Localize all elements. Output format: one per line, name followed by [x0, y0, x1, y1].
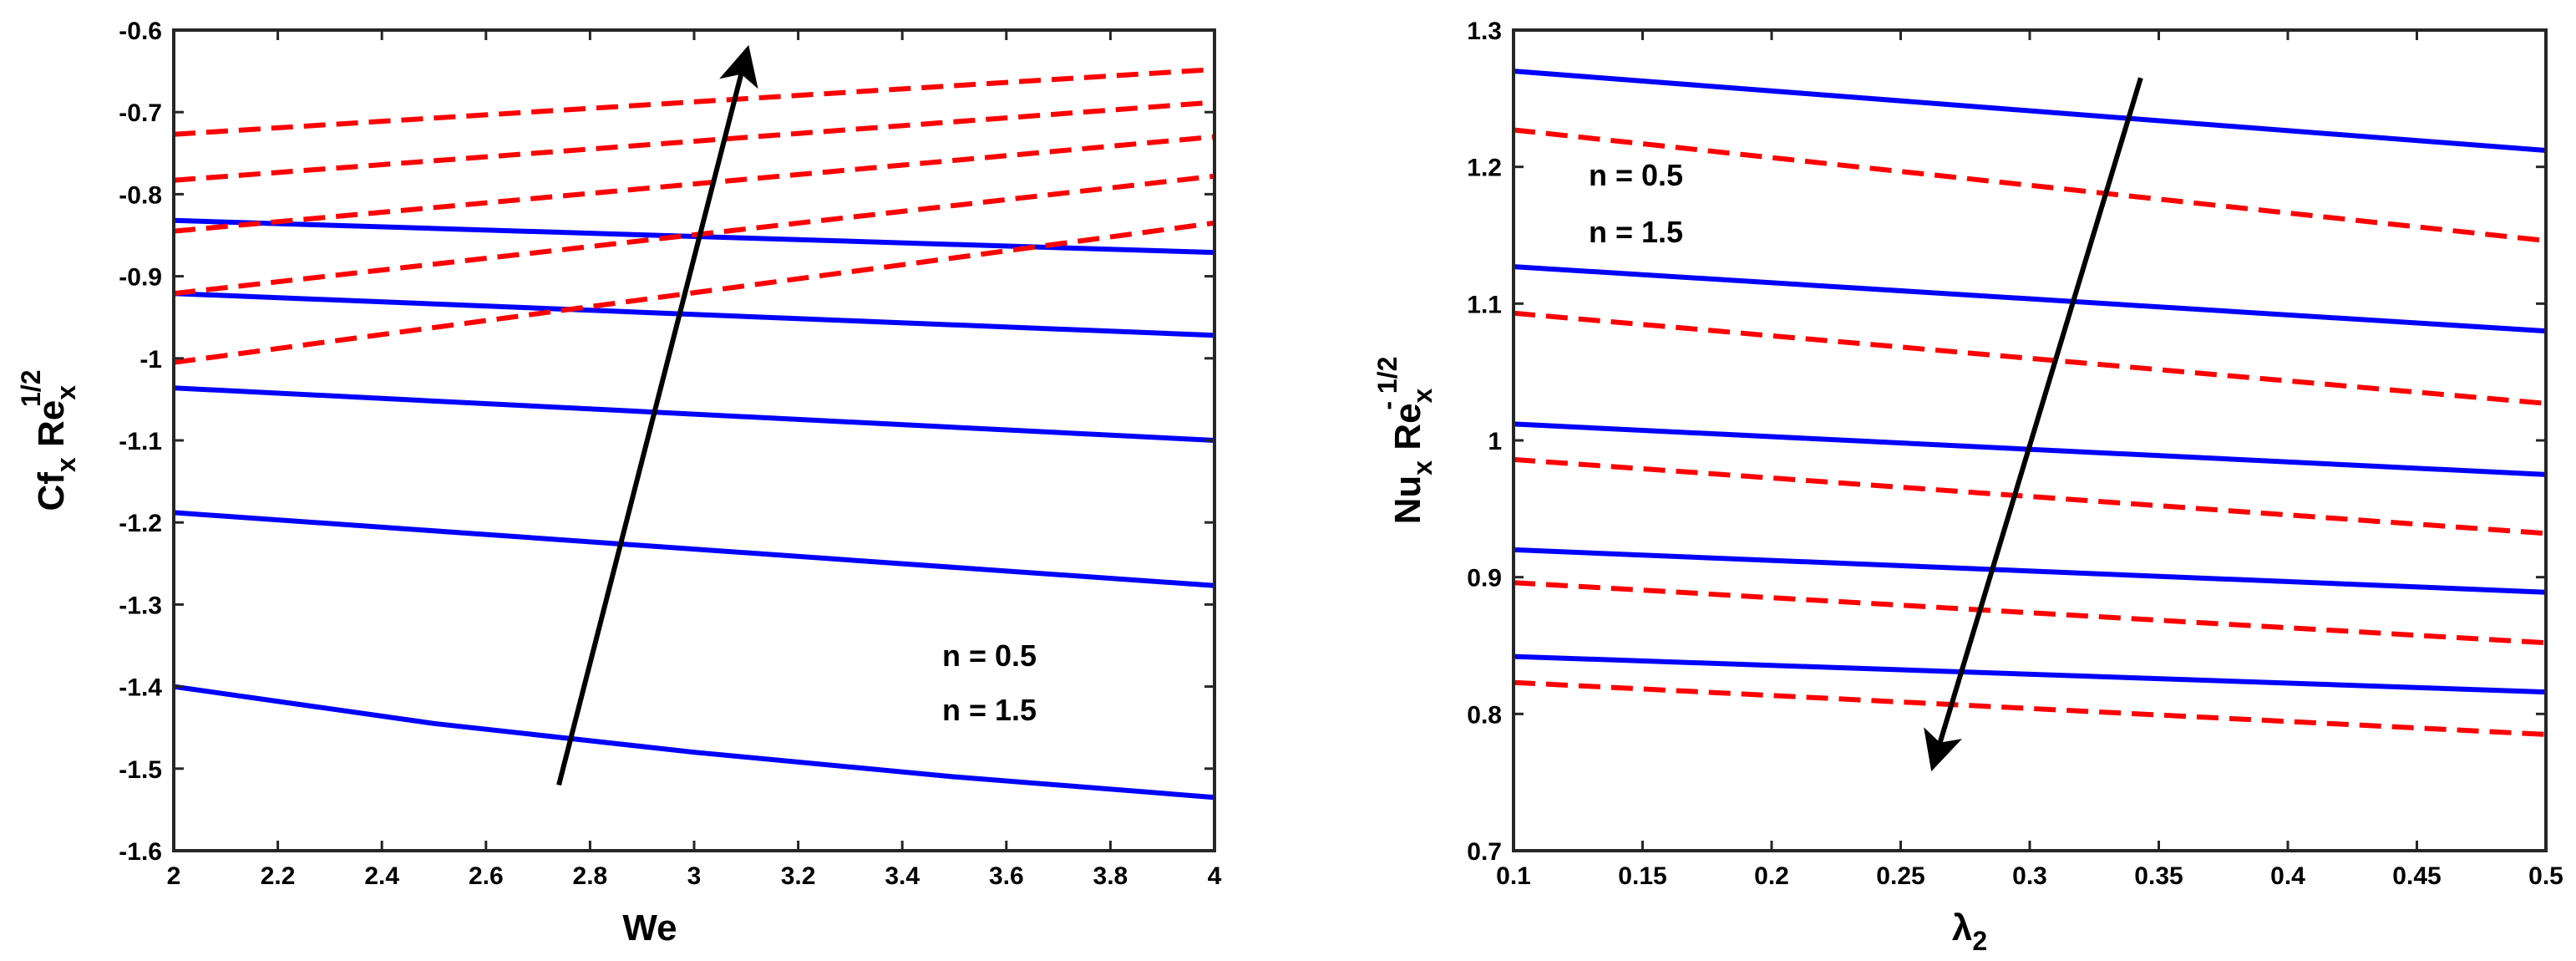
right-trend-arrow: [1924, 77, 2143, 772]
right-y-tick-label: 0.7: [1467, 838, 1502, 866]
left-x-tick-label: 3.6: [989, 862, 1024, 890]
right-x-label-sub: 2: [1972, 926, 1987, 956]
right-y-tick-label: 1: [1488, 428, 1502, 455]
left-series-line-7: [173, 173, 1215, 297]
svg-text:Cfx Rex1/2: Cfx Rex1/2: [16, 370, 81, 511]
left-series-line-6: [173, 220, 1215, 365]
left-x-tick-label: 2.2: [261, 862, 296, 890]
left-y-tick-label: -1.6: [119, 838, 162, 866]
left-y-tick-label: -0.7: [119, 99, 162, 127]
right-series-line-6: [1513, 127, 2547, 243]
right-y-label-sub: x: [1407, 460, 1438, 475]
left-y-label-base: Cf: [31, 472, 72, 511]
left-x-tick-label: 2: [167, 862, 181, 890]
left-y-tick-label: -0.9: [119, 264, 162, 292]
right-plot-frame: [1512, 28, 2548, 852]
left-y-tick-label: -1.4: [119, 674, 162, 702]
left-y-tick-label: -0.8: [119, 181, 162, 209]
left-x-tick-label: 2.6: [469, 862, 504, 890]
left-series-line-1: [173, 684, 1215, 801]
left-y-label-sub: x: [51, 457, 81, 472]
right-y-tick-label: 1.3: [1467, 18, 1502, 45]
left-axes-ticks: 2 2.2 2.4 2.6 2.8 3 3.2 3.4 3.6 3.8 4 -1.6 -1.5 -1.4 -…: [119, 18, 1221, 890]
right-y-tick-label: 1.2: [1467, 155, 1502, 182]
right-x-tick-label: 0.15: [1618, 862, 1666, 890]
left-series-line-2: [173, 510, 1215, 588]
svg-text:λ2: λ2: [1952, 908, 1987, 956]
right-y-label-mid: Re: [1387, 403, 1428, 460]
left-y-tick-label: -0.6: [119, 18, 162, 45]
left-y-axis-label: Cfx Rex1/2: [16, 370, 81, 511]
left-x-axis-label: We: [622, 908, 677, 948]
right-series-line-1: [1513, 69, 2547, 153]
right-y-axis-label: Nux Rex- 1/2: [1372, 357, 1438, 525]
right-x-tick-label: 0.4: [2270, 862, 2305, 890]
svg-text:Nux Rex- 1/2: Nux Rex- 1/2: [1372, 357, 1438, 525]
right-x-tick-label: 0.2: [1754, 862, 1789, 890]
left-plot-frame: [172, 28, 1216, 852]
left-y-tick-label: -1.3: [119, 592, 162, 619]
right-y-label-sup: - 1/2: [1372, 357, 1402, 410]
left-x-tick-label: 3: [687, 862, 702, 890]
right-legend-label-1: n = 0.5: [1589, 158, 1683, 192]
right-x-tick-label: 0.3: [2012, 862, 2047, 890]
left-x-tick-label: 3.8: [1093, 862, 1128, 890]
right-y-label-sub2: x: [1407, 388, 1438, 403]
left-series-line-10: [173, 67, 1215, 137]
left-series: [173, 67, 1215, 801]
right-series-line-9: [1513, 580, 2547, 646]
left-legend-label-1: n = 0.5: [942, 638, 1037, 673]
right-legend-label-2: n = 1.5: [1589, 215, 1683, 249]
left-chart: 2 2.2 2.4 2.6 2.8 3 3.2 3.4 3.6 3.8 4 -1.6 -1.5 -1.4 -…: [16, 18, 1222, 948]
left-x-tick-label: 3.4: [885, 862, 920, 890]
left-series-line-4: [173, 291, 1215, 338]
right-series-line-8: [1513, 456, 2547, 536]
right-chart: 0.1 0.15 0.2 0.25 0.3 0.35 0.4 0.45 0.5 0.7 0.8 0.9…: [1372, 18, 2563, 956]
left-y-tick-label: -1: [139, 346, 162, 374]
right-y-tick-label: 1.1: [1467, 291, 1502, 318]
right-axes-ticks: 0.1 0.15 0.2 0.25 0.3 0.35 0.4 0.45 0.5 0.7 0.8 0.9…: [1467, 18, 2563, 890]
right-y-tick-label: 0.8: [1467, 701, 1502, 729]
left-y-label-sub2: x: [51, 385, 81, 400]
left-x-tick-label: 2.8: [573, 862, 608, 890]
right-x-tick-label: 0.5: [2528, 862, 2563, 890]
left-y-tick-label: -1.1: [119, 428, 162, 455]
left-y-label-sup: 1/2: [16, 370, 46, 407]
right-x-tick-label: 0.35: [2134, 862, 2183, 890]
left-x-tick-label: 4: [1208, 862, 1222, 890]
right-x-tick-label: 0.25: [1876, 862, 1924, 890]
right-series-line-4: [1513, 547, 2547, 595]
left-series-line-3: [173, 385, 1215, 443]
left-y-label-mid: Re: [31, 400, 72, 457]
left-trend-arrow-group: [556, 44, 758, 786]
right-x-tick-label: 0.45: [2392, 862, 2441, 890]
left-legend-label-2: n = 1.5: [942, 693, 1037, 727]
right-series: [1513, 69, 2547, 737]
left-series-line-9: [173, 99, 1215, 183]
left-series-line-8: [173, 134, 1215, 234]
right-x-axis-label: λ2: [1952, 908, 1987, 956]
left-y-tick-label: -1.5: [119, 756, 162, 784]
right-series-line-2: [1513, 264, 2547, 334]
right-y-tick-label: 0.9: [1467, 565, 1502, 592]
left-x-tick-label: 2.4: [364, 862, 399, 890]
right-series-line-10: [1513, 679, 2547, 737]
left-y-tick-label: -1.2: [119, 510, 162, 537]
right-x-tick-label: 0.1: [1496, 862, 1531, 890]
right-series-line-5: [1513, 653, 2547, 695]
right-series-line-7: [1513, 310, 2547, 406]
left-x-tick-label: 3.2: [781, 862, 816, 890]
left-trend-arrow: [556, 44, 758, 786]
right-trend-arrow-group: [1924, 77, 2143, 772]
right-x-label-base: λ: [1952, 908, 1972, 948]
right-y-label-base: Nu: [1387, 475, 1428, 525]
